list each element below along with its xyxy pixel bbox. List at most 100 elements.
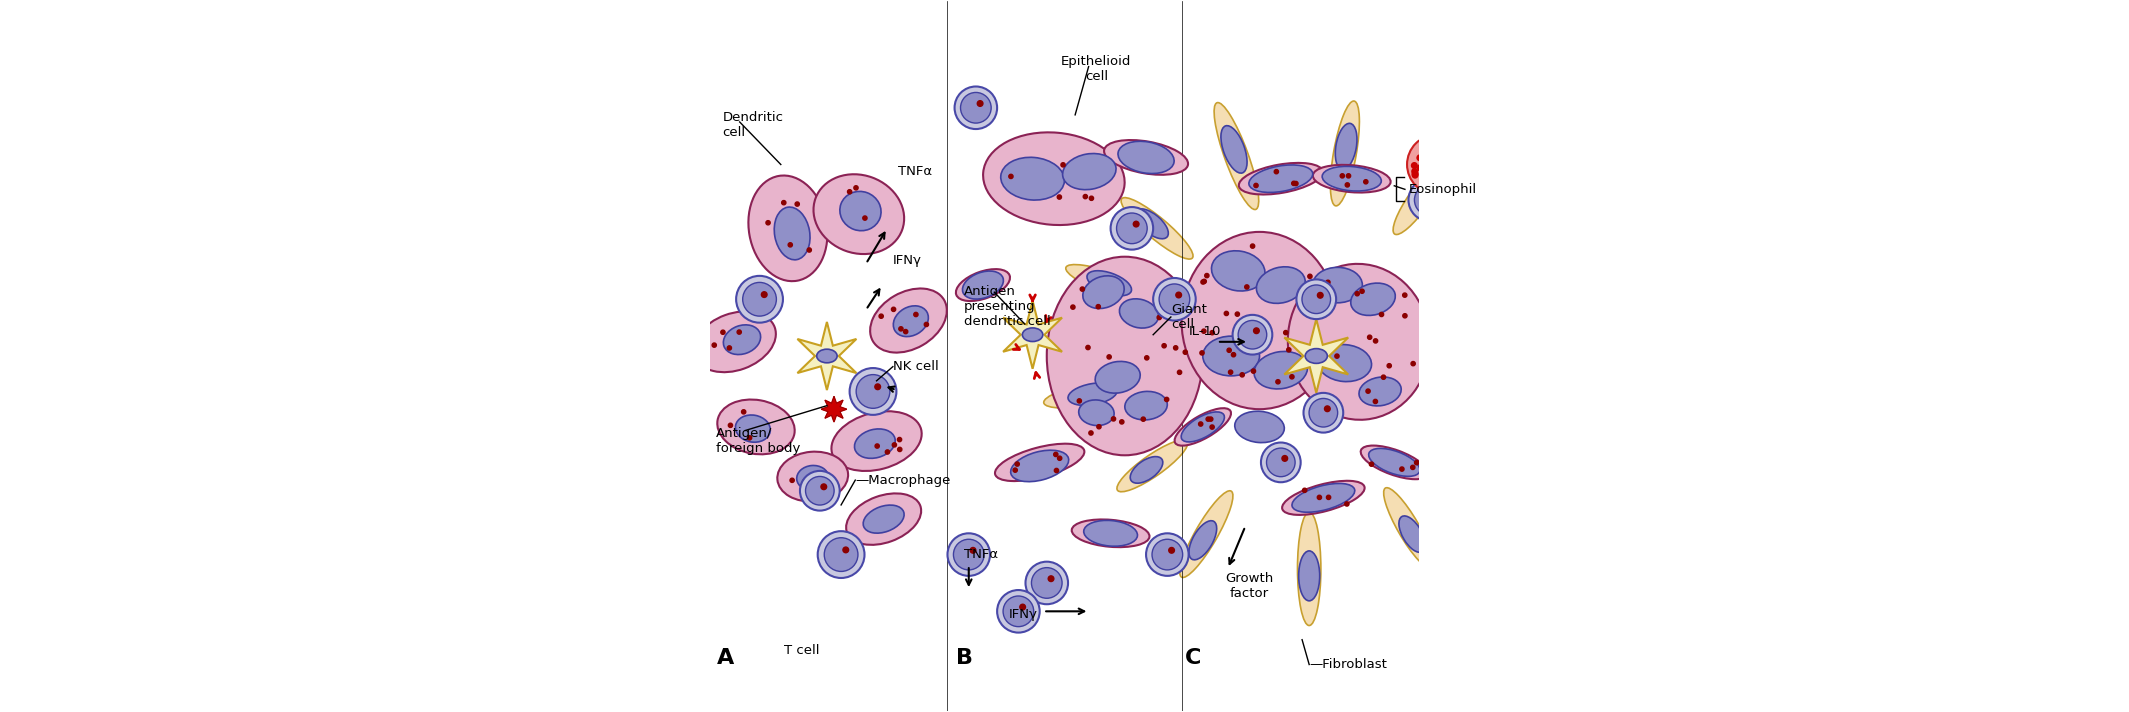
Circle shape xyxy=(1450,159,1454,164)
Circle shape xyxy=(728,346,732,350)
Circle shape xyxy=(1292,182,1297,186)
Ellipse shape xyxy=(871,288,947,352)
Circle shape xyxy=(1145,356,1150,360)
Circle shape xyxy=(1431,162,1435,168)
Circle shape xyxy=(1446,157,1450,162)
Circle shape xyxy=(879,314,884,318)
Circle shape xyxy=(1158,284,1190,315)
Circle shape xyxy=(875,384,881,389)
Circle shape xyxy=(1346,174,1350,178)
Circle shape xyxy=(1250,244,1254,248)
Ellipse shape xyxy=(1135,209,1169,239)
Circle shape xyxy=(1054,468,1058,473)
Circle shape xyxy=(1156,315,1160,320)
Ellipse shape xyxy=(796,466,828,491)
Circle shape xyxy=(1429,144,1435,150)
Circle shape xyxy=(1318,496,1322,500)
Text: Antigen
presenting
dendritic cell: Antigen presenting dendritic cell xyxy=(964,285,1050,328)
Circle shape xyxy=(1209,417,1214,422)
Circle shape xyxy=(886,450,890,454)
Ellipse shape xyxy=(1399,516,1424,553)
Circle shape xyxy=(1420,147,1426,152)
Circle shape xyxy=(1412,465,1416,469)
Circle shape xyxy=(1433,150,1437,156)
Circle shape xyxy=(1058,456,1062,461)
Circle shape xyxy=(1320,345,1324,350)
Ellipse shape xyxy=(1292,483,1354,512)
Circle shape xyxy=(1412,171,1418,177)
Circle shape xyxy=(1260,443,1301,482)
Circle shape xyxy=(1239,372,1243,377)
Circle shape xyxy=(898,327,903,331)
Circle shape xyxy=(1324,406,1331,412)
Ellipse shape xyxy=(717,399,794,454)
Circle shape xyxy=(1346,502,1350,506)
Circle shape xyxy=(1437,562,1480,604)
Ellipse shape xyxy=(724,325,760,355)
Circle shape xyxy=(1133,221,1139,227)
Text: A: A xyxy=(717,648,735,668)
Circle shape xyxy=(781,201,786,205)
Circle shape xyxy=(875,444,879,448)
Circle shape xyxy=(1309,295,1314,299)
Circle shape xyxy=(1437,139,1441,145)
Circle shape xyxy=(1448,145,1452,151)
Text: T cell: T cell xyxy=(783,644,820,657)
Circle shape xyxy=(1254,184,1258,187)
Circle shape xyxy=(1184,350,1188,355)
Circle shape xyxy=(1426,171,1433,177)
Circle shape xyxy=(1162,344,1167,348)
Ellipse shape xyxy=(1067,265,1167,307)
Circle shape xyxy=(711,343,715,347)
Circle shape xyxy=(1429,169,1435,174)
Circle shape xyxy=(1388,364,1392,368)
Circle shape xyxy=(849,368,896,415)
Ellipse shape xyxy=(1350,283,1394,315)
Circle shape xyxy=(1441,146,1448,152)
Circle shape xyxy=(1201,280,1205,284)
Ellipse shape xyxy=(1463,378,1561,406)
Circle shape xyxy=(1450,413,1480,441)
Circle shape xyxy=(1307,274,1311,278)
Circle shape xyxy=(1086,345,1090,350)
Circle shape xyxy=(892,307,896,311)
Circle shape xyxy=(790,478,794,483)
Circle shape xyxy=(1286,347,1290,352)
Ellipse shape xyxy=(813,174,905,254)
Circle shape xyxy=(898,437,903,441)
Text: TNFα: TNFα xyxy=(898,165,933,178)
Ellipse shape xyxy=(1235,412,1284,443)
Ellipse shape xyxy=(777,451,847,501)
Ellipse shape xyxy=(1256,267,1305,303)
Circle shape xyxy=(1290,375,1294,379)
Ellipse shape xyxy=(1120,299,1158,328)
Circle shape xyxy=(1414,461,1418,465)
Text: —Fibroblast: —Fibroblast xyxy=(1309,658,1388,671)
Ellipse shape xyxy=(1043,378,1156,408)
Circle shape xyxy=(1111,207,1154,250)
Circle shape xyxy=(1173,346,1177,350)
Ellipse shape xyxy=(839,192,881,231)
Ellipse shape xyxy=(1105,140,1188,174)
Circle shape xyxy=(1426,150,1431,155)
Circle shape xyxy=(847,189,852,194)
Circle shape xyxy=(1058,195,1062,199)
Text: Epithelioid
cell: Epithelioid cell xyxy=(1060,55,1133,83)
Ellipse shape xyxy=(1503,345,1554,367)
Ellipse shape xyxy=(1001,157,1064,200)
Circle shape xyxy=(1311,296,1316,300)
Ellipse shape xyxy=(1299,551,1320,601)
Circle shape xyxy=(1199,422,1203,426)
Ellipse shape xyxy=(1203,336,1260,376)
Ellipse shape xyxy=(735,415,771,442)
Circle shape xyxy=(1318,293,1322,298)
Circle shape xyxy=(1096,305,1101,309)
Ellipse shape xyxy=(1482,253,1522,279)
Circle shape xyxy=(1201,329,1205,333)
Ellipse shape xyxy=(1480,451,1520,481)
Circle shape xyxy=(977,100,984,106)
Circle shape xyxy=(1245,285,1250,289)
Text: Giant
cell: Giant cell xyxy=(1171,303,1207,331)
Circle shape xyxy=(1120,420,1124,424)
Ellipse shape xyxy=(1088,271,1130,295)
